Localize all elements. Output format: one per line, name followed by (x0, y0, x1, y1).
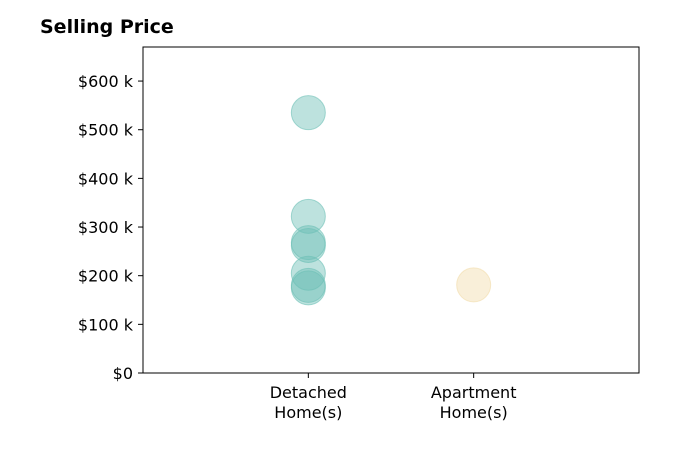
x-tick-label: Detached Home(s) (270, 383, 347, 422)
data-point (456, 267, 492, 303)
y-tick-label: $100 k (78, 315, 134, 334)
data-point (290, 255, 326, 291)
plot-frame (142, 46, 640, 374)
data-point (290, 198, 326, 234)
chart-title: Selling Price (40, 16, 174, 38)
data-point (290, 270, 326, 306)
data-point (290, 95, 326, 131)
y-tick-label: $500 k (78, 121, 134, 140)
data-point (290, 228, 326, 264)
y-tick-label: $600 k (78, 72, 134, 91)
y-tick-label: $300 k (78, 218, 134, 237)
y-tick-label: $0 (113, 364, 133, 383)
y-tick-label: $200 k (78, 267, 134, 286)
y-tick-label: $400 k (78, 169, 134, 188)
x-tick-label: Apartment Home(s) (431, 383, 517, 422)
